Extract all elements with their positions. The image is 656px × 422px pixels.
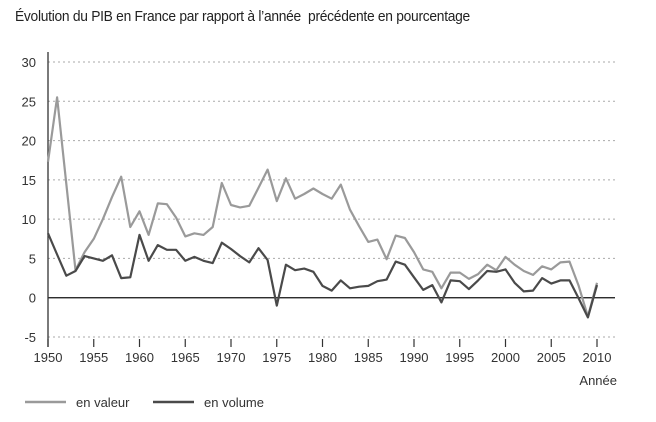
x-tick-label: 1975 [262, 350, 291, 365]
legend: en valeur en volume [25, 395, 264, 410]
x-tick-label: 2005 [537, 350, 566, 365]
y-tick-label: 5 [29, 251, 36, 266]
legend-label-valeur: en valeur [76, 395, 130, 410]
y-tick-label: 30 [22, 55, 36, 70]
y-tick-label: 0 [29, 291, 36, 306]
y-tick-label: -5 [24, 330, 36, 345]
x-tick-label: 1960 [125, 350, 154, 365]
series-line-valeur [46, 96, 599, 318]
y-tick-label: 10 [22, 212, 36, 227]
axes: -5 0 5 10 15 20 25 30 1950 1955 1960 1965 1970 1975 19… [22, 52, 615, 365]
x-tick-label: 1995 [445, 350, 474, 365]
series-lines [46, 96, 599, 319]
x-tick-label: 1980 [308, 350, 337, 365]
x-tick-label: 2010 [583, 350, 612, 365]
y-tick-label: 25 [22, 94, 36, 109]
x-tick-label: 1985 [354, 350, 383, 365]
x-axis-label: Année [579, 373, 617, 388]
y-tick-label: 20 [22, 134, 36, 149]
x-tick-label: 1955 [79, 350, 108, 365]
x-tick-label: 1990 [400, 350, 429, 365]
series-line-volume [46, 232, 599, 319]
x-tick-label: 1950 [34, 350, 63, 365]
chart-title: Évolution du PIB en France par rapport à… [15, 8, 470, 25]
x-tick-label: 1965 [171, 350, 200, 365]
x-tick-label: 1970 [217, 350, 246, 365]
legend-label-volume: en volume [204, 395, 264, 410]
y-tick-label: 15 [22, 173, 36, 188]
x-tick-label: 2000 [491, 350, 520, 365]
